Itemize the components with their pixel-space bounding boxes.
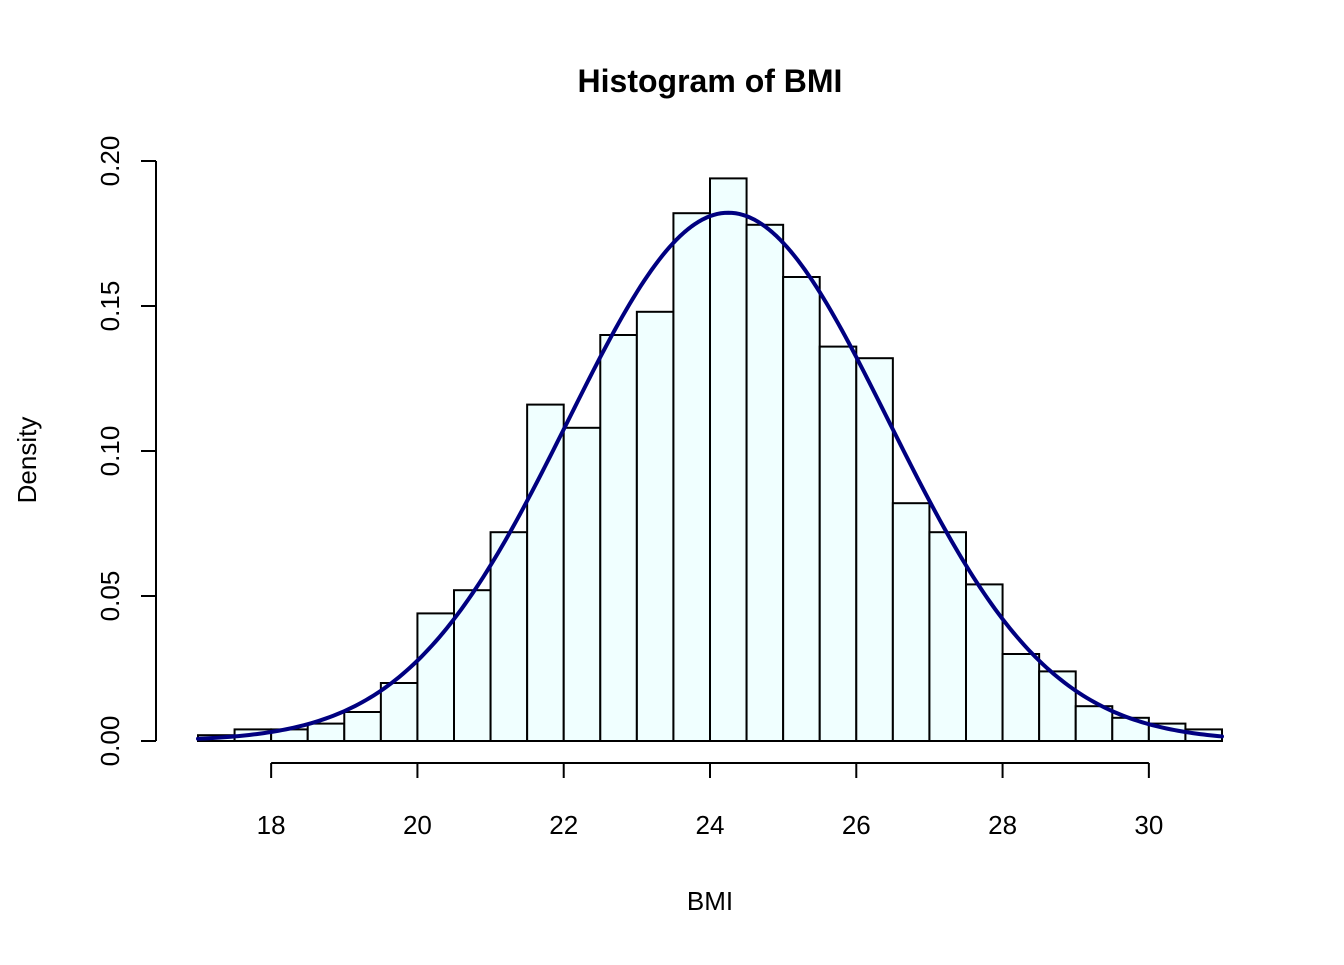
x-tick-label: 22 [549,810,578,840]
y-tick-label: 0.10 [95,426,125,477]
histogram-bar [416,612,455,743]
histogram-bar [1038,670,1077,743]
y-axis: 0.00 0.05 0.10 0.15 0.20 [95,136,157,767]
histogram-bar [818,345,858,742]
x-tick-label: 20 [403,810,432,840]
density-curve-layer [196,210,1224,741]
histogram-bar [709,177,748,742]
histogram-bar [599,334,638,742]
x-tick-label: 28 [988,810,1017,840]
x-axis-label: BMI [687,886,733,916]
histogram-bar [891,502,931,743]
histogram-bar [1074,705,1114,743]
x-tick-label: 30 [1134,810,1163,840]
y-tick-label: 0.15 [95,281,125,332]
x-tick-label: 24 [696,810,725,840]
histogram-bar [745,223,785,743]
histogram-bar [672,212,712,742]
x-axis: 18 20 22 24 26 28 30 [257,762,1163,840]
y-axis-label: Density [12,417,42,504]
histogram-bar [306,722,346,742]
histogram-bar [489,531,529,743]
histogram-bar [526,403,565,742]
density-curve [196,210,1224,741]
histogram-bar [782,276,821,742]
x-tick-label: 26 [842,810,871,840]
histogram-bar [635,310,675,742]
y-tick-label: 0.00 [95,716,125,767]
histogram-bar [562,426,602,742]
histogram-bar [379,682,419,742]
histogram-bar [343,711,382,742]
y-tick-label: 0.05 [95,571,125,622]
histogram-bar [928,531,968,743]
y-tick-label: 0.20 [95,136,125,187]
histogram-bar [1001,653,1041,742]
histogram-bars [197,177,1224,743]
chart-title: Histogram of BMI [578,63,843,99]
histogram-bar [965,583,1004,743]
x-tick-label: 18 [257,810,286,840]
